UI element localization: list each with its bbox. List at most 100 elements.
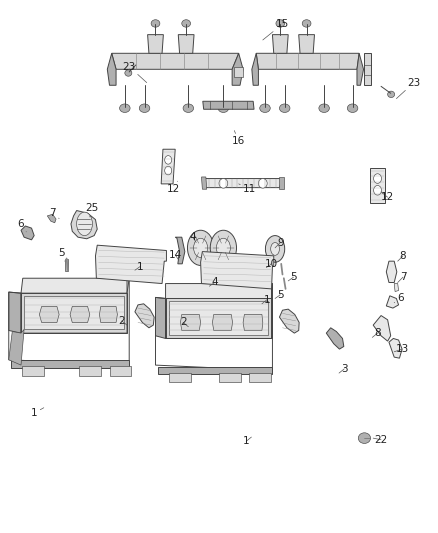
Ellipse shape: [219, 179, 228, 188]
Polygon shape: [386, 296, 399, 308]
Polygon shape: [9, 329, 24, 365]
Text: 1: 1: [135, 262, 144, 271]
Polygon shape: [204, 179, 283, 188]
Polygon shape: [70, 306, 90, 322]
Polygon shape: [161, 149, 175, 184]
Polygon shape: [21, 293, 127, 333]
Ellipse shape: [260, 104, 270, 112]
Polygon shape: [386, 261, 397, 282]
Ellipse shape: [358, 433, 371, 443]
Ellipse shape: [374, 185, 381, 195]
Polygon shape: [39, 306, 59, 322]
Ellipse shape: [279, 104, 290, 112]
Bar: [22, 366, 44, 376]
Ellipse shape: [165, 156, 172, 164]
Text: 23: 23: [123, 62, 147, 83]
Ellipse shape: [139, 104, 150, 112]
Polygon shape: [47, 214, 56, 223]
Text: 13: 13: [394, 344, 409, 354]
Text: 7: 7: [398, 272, 406, 282]
Polygon shape: [112, 53, 239, 69]
Text: 2: 2: [180, 318, 188, 327]
Text: 8: 8: [398, 251, 406, 261]
Ellipse shape: [271, 243, 279, 255]
Ellipse shape: [276, 20, 285, 27]
Polygon shape: [389, 338, 402, 358]
Text: 16: 16: [232, 131, 245, 146]
Text: 11: 11: [239, 184, 256, 194]
Polygon shape: [135, 304, 154, 328]
Text: 3: 3: [339, 364, 348, 374]
Polygon shape: [256, 53, 359, 69]
Ellipse shape: [183, 104, 194, 112]
Text: 7: 7: [49, 208, 59, 219]
Polygon shape: [107, 53, 116, 85]
Text: 25: 25: [85, 203, 99, 217]
Bar: [169, 373, 191, 382]
Polygon shape: [370, 168, 385, 203]
Ellipse shape: [347, 104, 358, 112]
Ellipse shape: [125, 70, 132, 76]
Ellipse shape: [216, 238, 230, 257]
Bar: [219, 373, 241, 382]
Text: 9: 9: [275, 238, 284, 248]
Text: 6: 6: [394, 294, 404, 303]
Ellipse shape: [182, 20, 191, 27]
Polygon shape: [252, 53, 258, 85]
Polygon shape: [166, 298, 272, 338]
Polygon shape: [11, 360, 129, 368]
Ellipse shape: [218, 104, 229, 112]
Ellipse shape: [165, 166, 172, 175]
Polygon shape: [279, 177, 284, 189]
Polygon shape: [201, 177, 207, 189]
Polygon shape: [364, 53, 371, 85]
Polygon shape: [21, 226, 34, 240]
Polygon shape: [148, 35, 163, 53]
Text: 4: 4: [209, 278, 218, 287]
Polygon shape: [166, 284, 272, 298]
Polygon shape: [279, 309, 299, 333]
Polygon shape: [243, 314, 263, 330]
Text: 15: 15: [263, 19, 289, 40]
Ellipse shape: [302, 20, 311, 27]
Polygon shape: [212, 314, 233, 330]
Polygon shape: [373, 316, 391, 341]
Text: 1: 1: [262, 295, 271, 304]
Ellipse shape: [187, 230, 214, 265]
Text: 4: 4: [189, 232, 196, 243]
Polygon shape: [394, 284, 399, 292]
Polygon shape: [175, 237, 185, 264]
Ellipse shape: [210, 230, 237, 265]
Text: 10: 10: [265, 259, 278, 269]
Polygon shape: [155, 297, 166, 338]
Polygon shape: [158, 367, 272, 374]
Text: 12: 12: [166, 181, 180, 194]
Polygon shape: [21, 278, 129, 293]
Bar: [65, 259, 68, 271]
Bar: [249, 373, 271, 382]
Text: 6: 6: [18, 219, 26, 232]
Ellipse shape: [120, 104, 130, 112]
Polygon shape: [201, 252, 274, 289]
Text: 5: 5: [58, 248, 65, 261]
Bar: [79, 366, 101, 376]
Polygon shape: [232, 53, 243, 85]
Polygon shape: [99, 306, 117, 322]
Polygon shape: [180, 314, 201, 330]
Text: 8: 8: [372, 328, 381, 338]
Text: 23: 23: [396, 78, 420, 99]
Text: 5: 5: [275, 290, 284, 300]
Polygon shape: [234, 67, 243, 77]
Text: 2: 2: [118, 316, 127, 326]
Polygon shape: [272, 35, 288, 53]
Ellipse shape: [77, 212, 92, 236]
Ellipse shape: [388, 91, 395, 98]
Ellipse shape: [265, 236, 285, 262]
Text: 22: 22: [373, 435, 388, 445]
Polygon shape: [299, 35, 314, 53]
Polygon shape: [9, 292, 21, 333]
Polygon shape: [169, 301, 268, 335]
Ellipse shape: [194, 238, 208, 257]
Text: 12: 12: [381, 192, 394, 202]
Ellipse shape: [258, 179, 267, 188]
